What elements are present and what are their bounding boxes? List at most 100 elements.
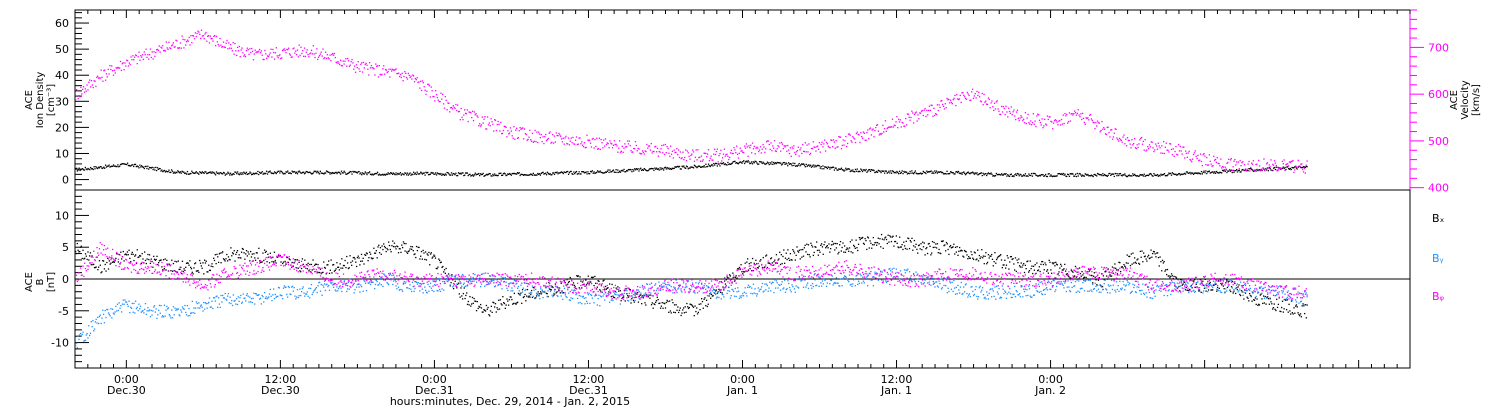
data-point (447, 172, 449, 174)
data-point (1160, 173, 1162, 175)
data-point (151, 314, 153, 316)
data-point (461, 298, 464, 300)
data-point (624, 300, 626, 302)
data-point (1034, 120, 1036, 122)
data-point (1146, 174, 1148, 176)
data-point (416, 283, 419, 285)
data-point (538, 294, 540, 296)
data-point (195, 171, 197, 173)
data-point (939, 252, 941, 254)
data-point (159, 51, 161, 53)
data-point (661, 167, 663, 169)
data-point (956, 246, 958, 248)
data-point (217, 306, 219, 308)
data-point (1003, 264, 1005, 266)
data-point (1188, 150, 1190, 153)
data-point (542, 171, 544, 173)
data-point (430, 171, 432, 174)
data-point (554, 171, 557, 174)
data-point (189, 260, 191, 262)
data-point (317, 172, 320, 174)
data-point (233, 300, 235, 302)
data-point (794, 151, 796, 154)
data-point (566, 278, 568, 281)
data-point (811, 246, 814, 248)
data-point (670, 167, 672, 170)
data-point (478, 125, 480, 127)
data-point (589, 170, 592, 173)
data-point (1096, 284, 1098, 286)
data-point (522, 173, 524, 176)
data-point (982, 255, 985, 257)
data-point (1062, 172, 1064, 175)
data-point (780, 253, 783, 256)
data-point (450, 274, 452, 276)
data-point (79, 246, 82, 248)
data-point (365, 62, 367, 65)
data-point (1030, 267, 1032, 270)
data-point (282, 262, 284, 265)
data-point (892, 235, 894, 237)
data-point (527, 296, 529, 298)
data-point (275, 296, 277, 299)
data-point (980, 256, 982, 258)
data-point (385, 250, 387, 253)
data-point (320, 283, 322, 286)
data-point (664, 303, 666, 305)
data-point (314, 288, 317, 290)
data-point (388, 241, 390, 243)
data-point (874, 129, 876, 132)
data-point (942, 103, 944, 106)
data-point (487, 281, 489, 284)
data-point (652, 168, 654, 170)
data-point (311, 53, 314, 55)
data-point (867, 170, 869, 172)
data-point (739, 161, 741, 163)
data-point (1258, 165, 1261, 167)
data-point (795, 254, 797, 257)
data-point (979, 172, 982, 174)
data-point (470, 175, 472, 177)
data-point (1012, 257, 1014, 260)
data-point (395, 248, 397, 250)
data-point (1205, 170, 1207, 172)
data-point (733, 276, 735, 278)
data-point (1153, 251, 1155, 253)
data-point (789, 252, 792, 255)
data-point (267, 253, 269, 255)
data-point (706, 305, 709, 308)
data-point (766, 161, 769, 163)
data-point (492, 173, 494, 176)
data-point (373, 276, 375, 278)
data-point (943, 108, 946, 110)
data-point (1203, 287, 1206, 289)
data-point (427, 83, 430, 86)
data-point (879, 238, 881, 240)
data-point (1269, 166, 1271, 168)
data-point (939, 171, 941, 173)
data-point (477, 307, 479, 310)
data-point (241, 172, 243, 174)
data-point (230, 247, 232, 249)
data-point (493, 174, 495, 177)
data-point (628, 169, 630, 171)
data-point (1224, 292, 1226, 294)
data-point (464, 297, 466, 300)
data-point (908, 237, 910, 240)
data-point (236, 298, 238, 300)
data-point (773, 261, 775, 263)
data-point (691, 304, 693, 306)
data-point (596, 171, 598, 174)
data-point (614, 143, 616, 146)
data-point (226, 173, 228, 175)
data-point (961, 250, 963, 252)
data-point (126, 60, 129, 62)
data-point (1223, 288, 1225, 290)
data-point (327, 264, 329, 266)
data-point (108, 73, 110, 75)
data-point (394, 69, 396, 71)
data-point (364, 253, 366, 256)
data-point (905, 124, 908, 126)
data-point (1155, 145, 1158, 147)
data-point (251, 47, 253, 50)
